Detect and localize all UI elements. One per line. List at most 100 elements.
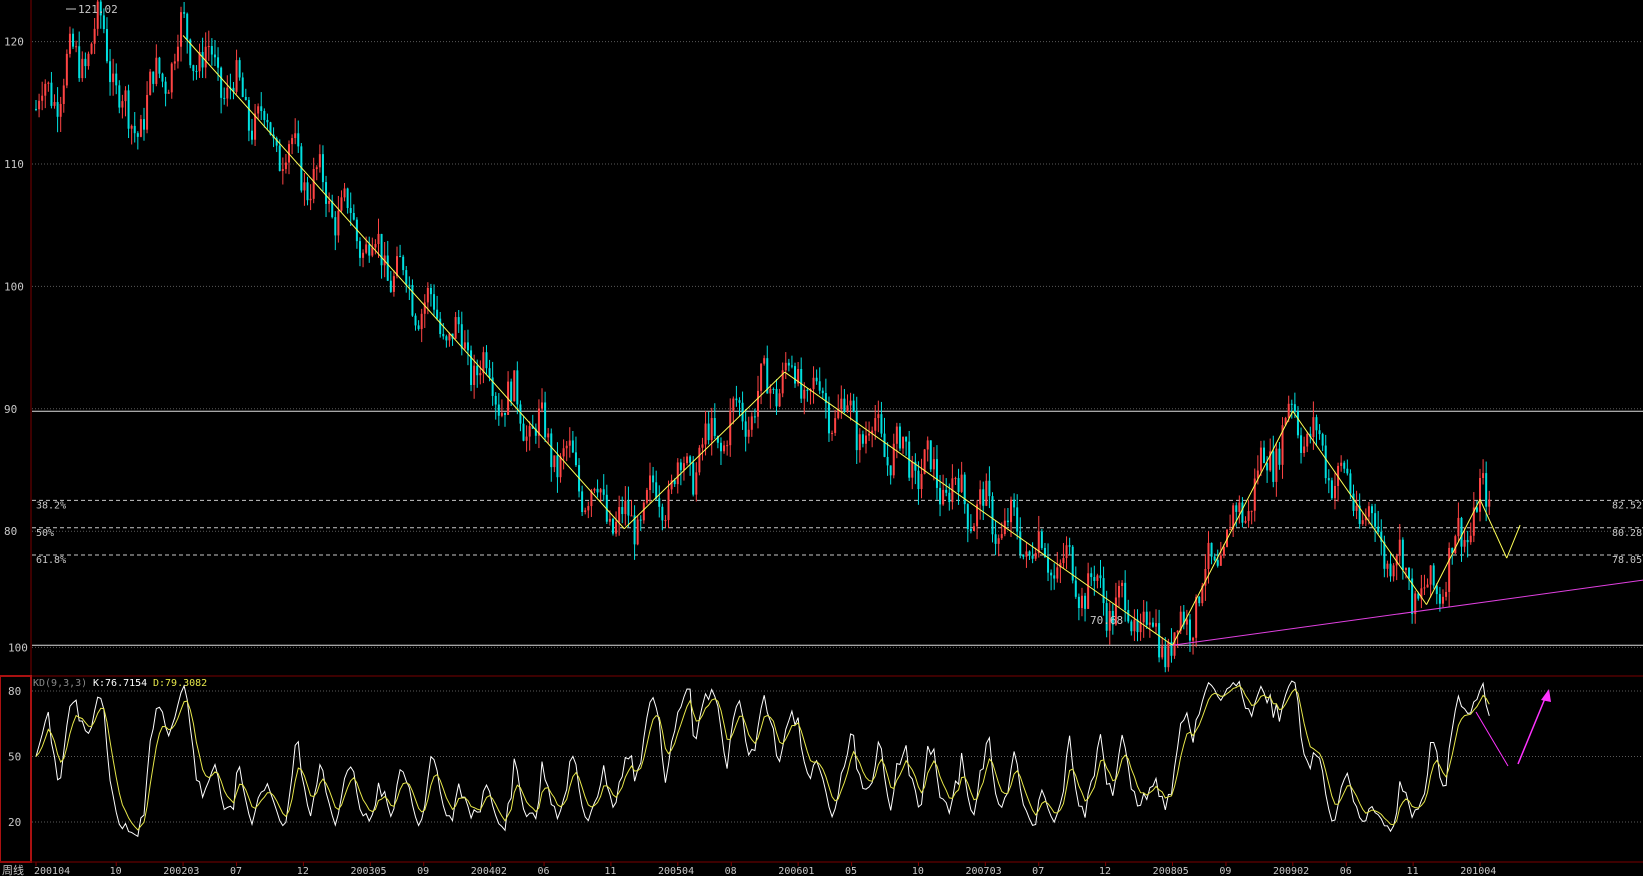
candle-body <box>1414 593 1417 615</box>
candle-body <box>1093 576 1096 581</box>
candle-body <box>346 188 349 209</box>
candle-body <box>1438 594 1441 604</box>
candle-body <box>1349 473 1352 494</box>
candle-body <box>503 412 506 415</box>
candle-body <box>167 92 170 94</box>
candle-body <box>861 434 864 444</box>
support-trendline <box>1172 579 1643 646</box>
fib-value-label: 80.28 <box>1612 528 1642 539</box>
candle-body <box>1441 596 1444 604</box>
candle-body <box>1488 499 1491 507</box>
candle-body <box>713 418 716 436</box>
candle-body <box>210 46 213 55</box>
candle-body <box>1216 560 1219 566</box>
candle-body <box>772 388 775 390</box>
candle-body <box>1182 611 1185 625</box>
candle-body <box>840 398 843 410</box>
candle-body <box>488 368 491 378</box>
candle-body <box>858 434 861 451</box>
candle-body <box>1269 451 1272 471</box>
candle-body <box>682 463 685 471</box>
candle-body <box>1408 567 1411 579</box>
candle-body <box>843 398 846 411</box>
x-tick-label: 10 <box>912 866 924 876</box>
candle-body <box>411 285 414 316</box>
candle-body <box>368 244 371 256</box>
candle-body <box>1275 448 1278 482</box>
candle-body <box>547 433 550 438</box>
candle-body <box>1037 531 1040 554</box>
candle-body <box>1343 462 1346 469</box>
candle-body <box>1127 609 1130 622</box>
candle-body <box>127 90 130 129</box>
candle-body <box>1315 417 1318 431</box>
candle-body <box>1207 542 1210 569</box>
candle-body <box>315 167 318 170</box>
candle-body <box>217 57 220 68</box>
candle-body <box>818 381 821 391</box>
candle-body <box>528 426 531 437</box>
candle-body <box>96 1 99 29</box>
candle-body <box>1306 433 1309 447</box>
candle-body <box>608 518 611 522</box>
candle-body <box>920 473 923 490</box>
candle-body <box>883 433 886 457</box>
candle-body <box>1118 585 1120 598</box>
zigzag-trendline <box>784 371 1173 646</box>
candle-body <box>180 12 183 47</box>
candle-body <box>1463 540 1466 547</box>
x-tick-label: 200305 <box>350 866 386 876</box>
candle-body <box>414 315 417 326</box>
candle-body <box>1114 597 1117 625</box>
candle-body <box>35 108 37 110</box>
candle-body <box>664 520 667 522</box>
candle-body <box>599 489 602 493</box>
x-tick-label: 200902 <box>1273 866 1309 876</box>
candle-body <box>1053 575 1056 579</box>
candle-body <box>176 46 179 62</box>
candle-body <box>837 409 840 419</box>
candle-body <box>423 302 426 314</box>
candle-body <box>102 15 105 30</box>
candle-body <box>831 432 834 434</box>
candle-body <box>325 182 328 204</box>
candle-body <box>1188 619 1191 641</box>
candle-body <box>321 154 324 183</box>
candle-body <box>1263 447 1266 464</box>
candle-body <box>997 538 1000 544</box>
fib-pct-label: 50% <box>36 528 54 539</box>
kd-tick-label: 100 <box>8 641 28 654</box>
trendlines <box>182 35 1643 646</box>
candle-body <box>1293 404 1296 412</box>
candle-body <box>1284 417 1287 426</box>
k-line <box>35 680 1490 838</box>
x-tick-label: 12 <box>1099 866 1111 876</box>
candle-body <box>112 73 115 83</box>
candle-body <box>618 507 621 522</box>
candle-body <box>1479 478 1481 512</box>
candle-body <box>130 125 133 129</box>
candle-body <box>485 352 488 369</box>
candle-body <box>747 429 750 437</box>
candle-body <box>1272 451 1275 482</box>
candle-body <box>1404 567 1407 570</box>
candle-body <box>1229 529 1232 531</box>
x-tick-label: 06 <box>1340 866 1352 876</box>
x-tick-label: 200203 <box>163 866 199 876</box>
candle-body <box>1241 502 1244 523</box>
candle-body <box>1401 539 1404 570</box>
candle-body <box>1367 506 1370 517</box>
candle-body <box>673 480 676 485</box>
candle-body <box>945 489 948 493</box>
candle-body <box>420 313 423 330</box>
candle-body <box>334 217 337 236</box>
zigzag-trendline <box>1172 411 1294 646</box>
candle-body <box>1346 468 1349 474</box>
candle-body <box>343 188 346 198</box>
kd-indicator-label: KD(9,3,3) <box>33 678 87 689</box>
candle-body <box>821 390 824 394</box>
candle-body <box>541 402 544 409</box>
candle-body <box>1392 565 1395 577</box>
candle-body <box>729 410 732 446</box>
candle-body <box>917 470 920 490</box>
